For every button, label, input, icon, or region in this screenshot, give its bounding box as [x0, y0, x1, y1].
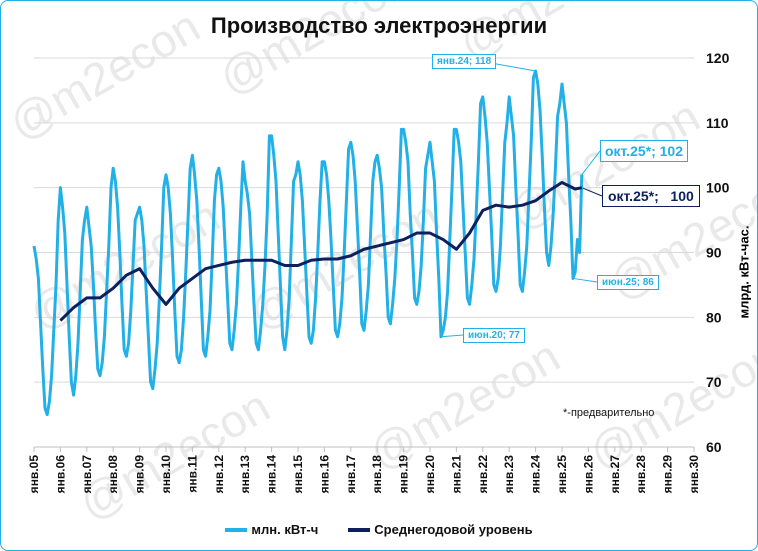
x-tick-label: янв.29	[661, 455, 675, 494]
x-tick-label: янв.12	[212, 455, 226, 494]
x-tick-label: янв.13	[238, 455, 252, 494]
legend-label: млн. кВт-ч	[251, 522, 319, 537]
legend: млн. кВт-ч Среднегодовой уровень	[1, 522, 757, 537]
annotation-leader	[490, 62, 536, 72]
x-tick-label: янв.24	[529, 455, 543, 494]
x-tick-label: янв.16	[317, 455, 331, 494]
footnote: *-предварительно	[563, 407, 655, 419]
x-tick-label: янв.15	[291, 455, 305, 494]
x-tick-label: янв.17	[344, 455, 358, 494]
x-tick-label: янв.30	[687, 455, 701, 494]
y-tick-label: 110	[706, 115, 729, 131]
x-tick-label: янв.10	[159, 455, 173, 494]
watermark: @m2econ	[70, 379, 278, 529]
annotation-leader	[581, 187, 603, 197]
annotation-leader	[440, 334, 464, 338]
x-tick-label: янв.11	[185, 455, 199, 493]
legend-swatch	[348, 527, 371, 532]
legend-label: Среднегодовой уровень	[374, 522, 533, 537]
x-tick-label: янв.23	[502, 455, 516, 494]
legend-item-monthly: млн. кВт-ч	[225, 522, 318, 537]
annotation-leader	[572, 277, 598, 283]
annotation-oct25-average: окт.25*; 100	[602, 185, 700, 207]
x-tick-label: янв.06	[53, 455, 67, 494]
y-tick-label: 100	[706, 180, 730, 196]
y-tick-label: 90	[706, 245, 722, 261]
x-tick-label: янв.05	[27, 455, 41, 494]
x-tick-label: янв.28	[634, 455, 648, 494]
x-tick-label: янв.26	[581, 455, 595, 494]
y-tick-label: 80	[706, 309, 722, 325]
x-tick-label: янв.19	[397, 455, 411, 494]
x-tick-label: янв.21	[449, 455, 463, 494]
x-tick-label: янв.07	[80, 455, 94, 494]
x-tick-label: янв.18	[370, 455, 384, 494]
annotation-jun20: июн.20; 77	[463, 328, 525, 343]
x-tick-label: янв.22	[476, 455, 490, 494]
series-line-monthly	[32, 69, 584, 417]
legend-item-average: Среднегодовой уровень	[348, 522, 533, 537]
y-tick-label: 70	[706, 374, 722, 390]
annotation-jun25: июн.25; 86	[597, 275, 659, 290]
x-tick-label: янв.08	[106, 455, 120, 494]
chart-title: Производство электроэнергии	[210, 13, 548, 38]
x-tick-label: янв.20	[423, 455, 437, 494]
x-tick-label: янв.25	[555, 455, 569, 494]
y-axis-label: млрд. кВт-час.	[736, 225, 752, 319]
y-tick-label: 60	[706, 439, 722, 455]
annotation-oct25-monthly: окт.25*; 102	[600, 140, 689, 162]
annotation-jan24: янв.24; 118	[432, 54, 497, 69]
x-tick-label: янв.27	[608, 455, 622, 494]
x-tick-label: янв.14	[265, 455, 279, 494]
legend-swatch	[225, 527, 248, 532]
x-tick-label: янв.09	[133, 455, 147, 494]
y-tick-label: 120	[706, 50, 730, 66]
annotation-leader	[581, 150, 601, 176]
